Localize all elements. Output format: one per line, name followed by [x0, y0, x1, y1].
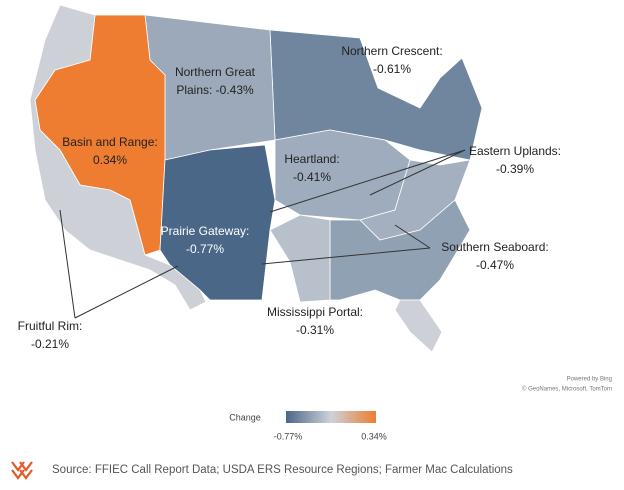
legend-min: -0.77% [274, 431, 303, 441]
region-label: Heartland: [284, 152, 339, 166]
region [29, 4, 207, 311]
leader-line [369, 149, 466, 196]
region-label: -0.21% [31, 337, 69, 351]
region [394, 299, 443, 353]
attribution: © GeoNames, Microsoft, TomTom [522, 386, 612, 393]
region-label: -0.31% [296, 323, 334, 337]
legend-gradient [286, 411, 376, 423]
region-label: Prairie Gateway: [161, 224, 250, 238]
region-label: Plains: -0.43% [176, 83, 254, 97]
source-note: Source: FFIEC Call Report Data; USDA ERS… [52, 464, 513, 476]
region-label: 0.34% [93, 153, 127, 167]
legend-max: 0.34% [361, 431, 387, 441]
leader-line [394, 224, 431, 249]
region-label: -0.41% [293, 170, 331, 184]
leader-line [74, 265, 179, 319]
region-label: -0.77% [186, 242, 224, 256]
leader-line [269, 149, 466, 213]
region-label: Eastern Uplands: [469, 144, 561, 158]
region-label: Southern Seaboard: [441, 240, 548, 254]
region-label: -0.47% [476, 258, 514, 272]
region-label: Fruitful Rim: [18, 319, 83, 333]
legend-title: Change [229, 412, 261, 422]
logo [11, 461, 33, 480]
leader-line [261, 247, 431, 265]
region-label: Northern Great [175, 65, 256, 79]
region-label: -0.39% [496, 162, 534, 176]
region [159, 144, 276, 301]
leader-line [59, 209, 76, 319]
region [329, 199, 471, 301]
attribution: Powered by Bing [567, 377, 612, 383]
region-label: Mississippi Portal: [267, 305, 363, 319]
region-label: Basin and Range: [62, 135, 157, 149]
region-label: Northern Crescent: [341, 44, 442, 58]
region-label: -0.61% [373, 62, 411, 76]
region [269, 214, 331, 303]
